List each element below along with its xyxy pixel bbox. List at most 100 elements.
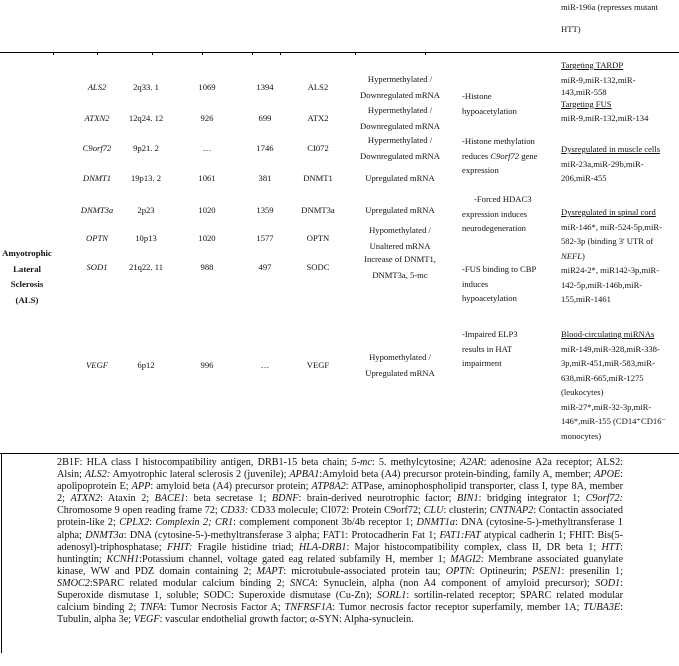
- italic-term: BACE1: [154, 493, 186, 505]
- italic-term: OPTN: [445, 565, 472, 577]
- column-tick: [152, 52, 153, 55]
- disease-label: Amyotrophic Lateral Sclerosis (ALS): [2, 246, 52, 308]
- expression-cell: Downregulated mRNA: [360, 151, 440, 161]
- column-tick: [280, 52, 281, 55]
- column-tick: [97, 52, 98, 55]
- italic-term: A2AR: [459, 457, 484, 468]
- text-line: impairment: [462, 358, 502, 368]
- italic-term: MAGI2: [450, 553, 481, 565]
- italic-term: MAPT: [256, 565, 284, 577]
- text-line: -Forced HDAC3: [474, 194, 532, 204]
- locus-cell: 6p12: [137, 360, 155, 370]
- italic-term: Complexin 2;: [155, 517, 212, 529]
- gene-name: C9orf72: [490, 150, 520, 161]
- gene-cell: C9orf72: [82, 143, 112, 153]
- gene-cell: VEGF: [86, 360, 108, 370]
- italic-term: ALS2:: [84, 469, 111, 481]
- italic-term: VEGF: [133, 614, 160, 626]
- gene-cell: OPTN: [86, 233, 108, 243]
- italic-term: KCNH1: [106, 553, 140, 565]
- italic-term: CD33:: [220, 505, 249, 517]
- expression-cell: Increase of DNMT1,: [364, 254, 436, 264]
- italic-term: CPLX2: [119, 517, 150, 529]
- locus-cell: 10p13: [135, 233, 157, 243]
- italic-term: DNMT3a: [85, 529, 124, 541]
- table-rule-bottom: [0, 453, 679, 454]
- expression-cell: Hypomethylated /: [369, 352, 431, 362]
- text-line: 155,miR-1461: [561, 294, 611, 304]
- text-line: hypoacetylation: [462, 293, 517, 303]
- table-rule-top: [0, 52, 679, 53]
- protein-cell: DNMT3a: [301, 205, 335, 215]
- value-cell: 1577: [256, 233, 274, 243]
- table-footnote: 2B1F: HLA class I histocompatibility ant…: [57, 457, 624, 626]
- expression-cell: Hypermethylated /: [367, 105, 433, 115]
- italic-term: HLA-DRB1: [298, 541, 347, 553]
- expression-cell: Downregulated mRNA: [360, 90, 440, 100]
- value-cell: 497: [258, 262, 272, 272]
- text-line: reduces C9orf72 gene: [462, 149, 557, 164]
- mirna-group-title: Blood-circulating miRNAs: [561, 329, 655, 339]
- expression-cell: Unaltered mRNA: [369, 241, 431, 251]
- italic-term: DNMT1a: [416, 517, 455, 529]
- italic-term: CLU: [423, 505, 444, 517]
- italic-term: 5-mc: [351, 457, 372, 468]
- text-line: 143,miR-558: [561, 87, 607, 97]
- text-line: miR24-2*, miR142-3p,miR-: [561, 265, 660, 275]
- text-line: expression: [462, 165, 499, 175]
- value-cell: 699: [258, 113, 272, 123]
- protein-cell: SODC: [306, 262, 330, 272]
- text-span: ): [582, 250, 585, 261]
- locus-cell: 12q24. 12: [128, 113, 164, 123]
- italic-term: APP: [131, 481, 151, 493]
- locus-cell: 9p21. 2: [133, 143, 159, 153]
- expression-cell: Upregulated mRNA: [365, 173, 435, 183]
- protein-cell: CI072: [307, 143, 329, 153]
- text-line: miR-9,miR-132,miR-134: [561, 113, 649, 123]
- text-line: miR-146*, miR-524-5p,miR-: [561, 221, 662, 232]
- gene-cell: ALS2: [87, 82, 107, 92]
- italic-term: TNFRSF1A: [284, 602, 333, 614]
- value-cell: 926: [200, 113, 214, 123]
- gene-cell: DNMT3a: [80, 205, 114, 215]
- gene-cell: SOD1: [86, 262, 108, 272]
- italic-term: CNTNAP2: [489, 505, 534, 517]
- text-line: miR-27*,miR-32-3p,miR-: [561, 401, 652, 412]
- italic-term: TUBA3E: [583, 602, 621, 614]
- locus-cell: 19p13. 2: [130, 173, 162, 183]
- italic-term: APOE: [594, 469, 621, 481]
- text-line: (leukocytes): [561, 387, 604, 397]
- disease-line: Lateral: [13, 263, 41, 274]
- italic-term: ATXN2: [70, 493, 101, 505]
- italic-term: FAT1:FAT: [439, 529, 481, 541]
- disease-line: (ALS): [15, 294, 39, 305]
- expression-cell: Upregulated mRNA: [365, 368, 435, 378]
- text-line: results in HAT: [462, 343, 513, 354]
- italic-term: APBA1: [289, 469, 320, 481]
- text-line: -Histone: [462, 91, 492, 101]
- protein-cell: ALS2: [307, 82, 329, 92]
- expression-cell: Hypermethylated /: [367, 74, 433, 84]
- value-cell: 1061: [198, 173, 216, 183]
- italic-term: SOD1: [595, 577, 621, 589]
- italic-term: ATP8A2: [311, 481, 346, 493]
- text-line: NEFL): [561, 249, 679, 264]
- value-cell: 381: [258, 173, 272, 183]
- italic-term: PSEN1: [532, 565, 562, 577]
- protein-cell: OPTN: [306, 233, 330, 243]
- italic-term: BIN1: [457, 493, 479, 505]
- column-tick: [355, 52, 356, 55]
- italic-term: SORL1: [376, 590, 407, 602]
- text-line: -FUS binding to CBP: [462, 264, 537, 274]
- italic-term: CR1: [214, 517, 234, 529]
- disease-line: Sclerosis: [10, 279, 44, 289]
- protein-cell: VEGF: [306, 360, 330, 370]
- disease-line: Amyotrophic: [2, 248, 52, 258]
- mirna-group-title: Dysregulated in muscle cells: [561, 144, 661, 154]
- italic-term: TNFA: [140, 602, 164, 614]
- italic-term: C9orf72:: [585, 493, 623, 505]
- expression-cell: Hypermethylated /: [367, 135, 433, 145]
- expression-cell: Hypomethylated /: [369, 225, 431, 235]
- value-cell: 1746: [256, 143, 274, 153]
- text-line: expression induces: [462, 208, 528, 219]
